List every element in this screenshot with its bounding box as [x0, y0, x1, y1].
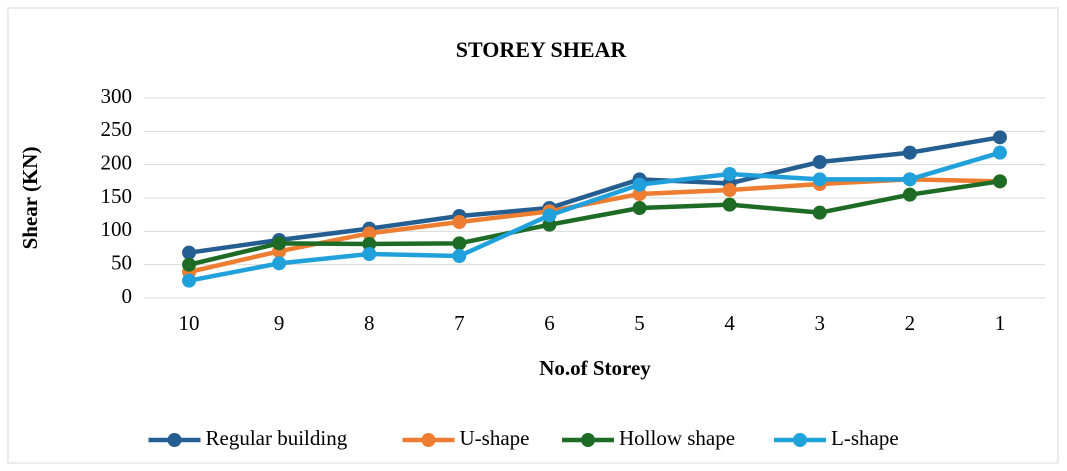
- legend-label: Regular building: [206, 426, 348, 450]
- chart-title: STOREY SHEAR: [456, 37, 628, 62]
- x-tick-label: 3: [815, 311, 826, 335]
- x-tick-label: 4: [724, 311, 735, 335]
- x-tick-label: 2: [905, 311, 916, 335]
- data-point: [992, 145, 1007, 160]
- data-point: [452, 215, 467, 229]
- y-tick-label: 150: [101, 184, 133, 208]
- data-point: [272, 256, 287, 271]
- data-point: [272, 236, 287, 251]
- data-point: [182, 245, 197, 260]
- x-axis-label: No.of Storey: [539, 356, 651, 380]
- y-axis-label: Shear (KN): [18, 147, 42, 250]
- data-point: [542, 208, 557, 223]
- y-tick-label: 100: [101, 217, 133, 241]
- x-tick-label: 9: [274, 311, 285, 335]
- data-point: [992, 174, 1007, 189]
- data-point: [992, 130, 1007, 145]
- series-line: [188, 150, 1001, 283]
- x-tick-label: 5: [634, 311, 645, 335]
- data-point: [902, 187, 917, 202]
- legend-label: Hollow shape: [619, 426, 735, 450]
- legend-marker: [793, 433, 807, 447]
- series-line: [188, 135, 1001, 255]
- y-tick-label: 0: [122, 284, 133, 308]
- y-tick-label: 50: [111, 250, 132, 274]
- y-tick-label: 250: [101, 117, 133, 141]
- data-point: [812, 172, 827, 187]
- legend-marker: [581, 433, 595, 447]
- data-point: [902, 172, 917, 187]
- data-point: [812, 155, 827, 169]
- x-tick-label: 1: [995, 311, 1006, 335]
- legend-label: U-shape: [460, 426, 530, 450]
- data-point: [452, 236, 467, 251]
- data-point: [632, 201, 647, 215]
- x-tick-label: 6: [544, 311, 555, 335]
- data-point: [902, 145, 917, 160]
- data-point: [182, 273, 197, 288]
- x-tick-label: 8: [364, 311, 375, 335]
- data-point: [182, 257, 197, 272]
- data-point: [722, 197, 737, 212]
- series-line: [188, 179, 1001, 267]
- y-tick-label: 300: [101, 84, 133, 108]
- data-point: [452, 249, 467, 263]
- legend-marker: [421, 433, 436, 447]
- data-point: [722, 183, 737, 197]
- data-point: [362, 226, 377, 241]
- data-point: [362, 247, 377, 261]
- data-point: [722, 167, 737, 181]
- data-point: [812, 205, 827, 220]
- x-tick-label: 7: [454, 311, 465, 335]
- legend-marker: [167, 433, 182, 447]
- data-point: [362, 237, 377, 251]
- chart-border: [7, 7, 1059, 464]
- x-tick-label: 10: [179, 311, 200, 335]
- y-tick-label: 200: [101, 150, 133, 174]
- legend-label: L-shape: [831, 426, 899, 450]
- data-point: [632, 177, 647, 192]
